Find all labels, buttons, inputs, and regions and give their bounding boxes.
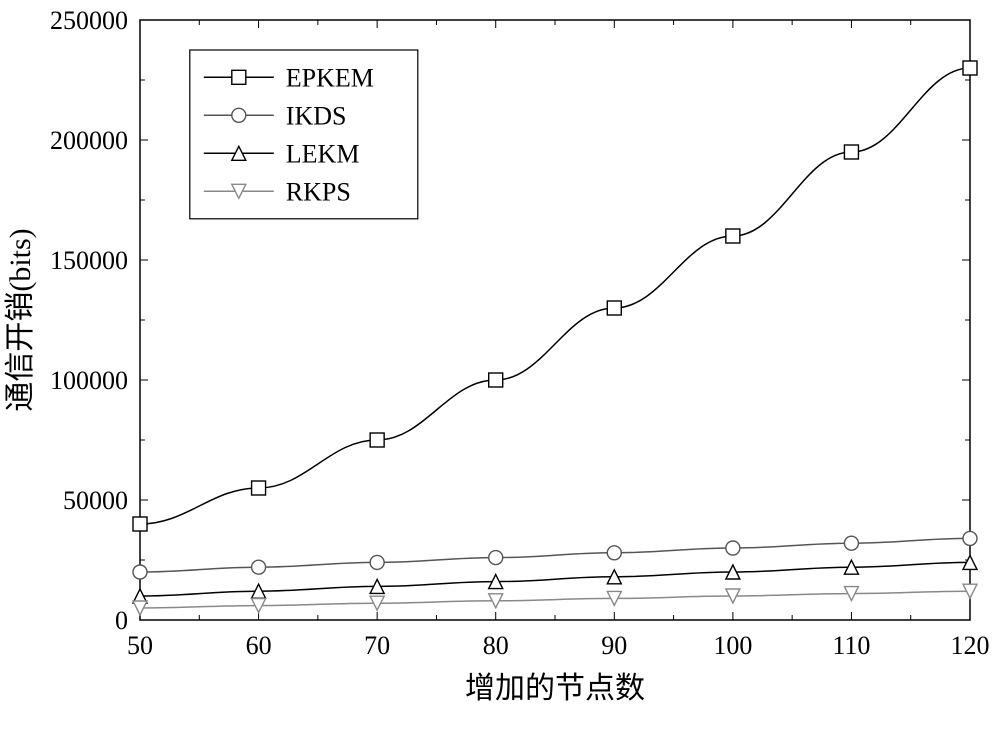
- marker-square: [607, 301, 621, 315]
- marker-circle: [252, 560, 266, 574]
- legend-label: IKDS: [286, 101, 347, 130]
- marker-circle: [133, 565, 147, 579]
- y-tick-label: 0: [115, 606, 128, 635]
- marker-circle: [370, 555, 384, 569]
- marker-square: [726, 229, 740, 243]
- marker-square: [133, 517, 147, 531]
- y-tick-label: 250000: [50, 6, 128, 35]
- marker-square: [963, 61, 977, 75]
- y-axis-title: 通信开销(bits): [4, 228, 37, 411]
- x-tick-label: 110: [832, 631, 870, 660]
- marker-square: [370, 433, 384, 447]
- marker-square: [252, 481, 266, 495]
- x-tick-label: 50: [127, 631, 153, 660]
- marker-square: [489, 373, 503, 387]
- marker-circle: [844, 536, 858, 550]
- marker-circle: [607, 546, 621, 560]
- chart-container: 50 60 70 80 90 100 110 120 0 50000 100000 150000 200…: [0, 0, 1000, 730]
- marker-square: [844, 145, 858, 159]
- legend-label: RKPS: [286, 177, 351, 206]
- x-tick-label: 120: [951, 631, 990, 660]
- y-tick-label: 150000: [50, 246, 128, 275]
- marker-circle: [726, 541, 740, 555]
- x-tick-label: 90: [601, 631, 627, 660]
- y-tick-label: 50000: [63, 486, 128, 515]
- chart-svg: 50 60 70 80 90 100 110 120 0 50000 100000 150000 200…: [0, 0, 1000, 730]
- y-tick-label: 100000: [50, 366, 128, 395]
- x-tick-label: 80: [483, 631, 509, 660]
- legend-label: LEKM: [286, 139, 360, 168]
- legend-label: EPKEM: [286, 63, 374, 92]
- marker-circle: [232, 108, 246, 122]
- marker-circle: [489, 551, 503, 565]
- x-tick-label: 60: [246, 631, 272, 660]
- x-tick-label: 100: [713, 631, 752, 660]
- marker-square: [232, 70, 246, 84]
- marker-circle: [963, 531, 977, 545]
- x-tick-label: 70: [364, 631, 390, 660]
- x-axis-title: 增加的节点数: [465, 672, 645, 705]
- y-tick-label: 200000: [50, 126, 128, 155]
